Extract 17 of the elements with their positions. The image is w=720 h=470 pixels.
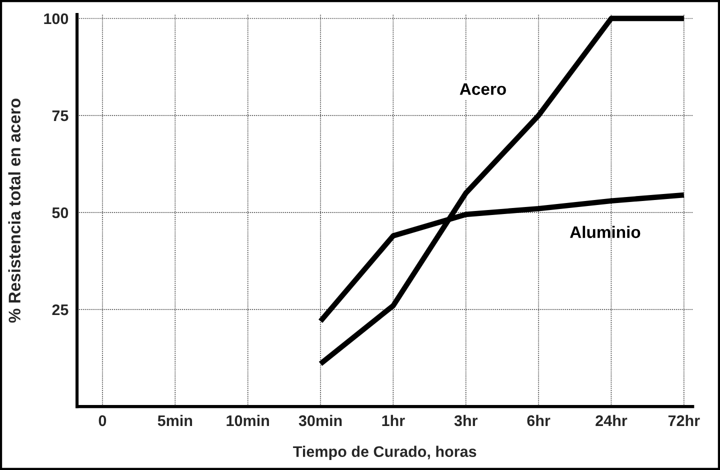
x-tick-label: 5min <box>158 414 192 426</box>
y-tick-label: 75 <box>52 110 68 122</box>
y-axis-title: % Resistencia total en acero <box>8 98 20 323</box>
y-tick-label: 25 <box>52 304 68 316</box>
x-axis-title: Tiempo de Curado, horas <box>293 446 476 460</box>
x-tick-label: 24hr <box>596 414 628 426</box>
x-tick-label: 10min <box>226 414 269 426</box>
x-tick-label: 3hr <box>454 414 478 426</box>
x-tick-label: 30min <box>298 414 342 426</box>
text: Acero <box>460 83 506 95</box>
series-label: Aluminio <box>570 226 640 238</box>
y-tick-label: 50 <box>52 207 68 218</box>
x-tick-label: 1hr <box>382 414 405 426</box>
x-tick-label: 72hr <box>668 414 700 426</box>
x-tick-label: 6hr <box>527 414 550 426</box>
x-tick-label: 0 <box>98 415 106 426</box>
y-tick-label: 100 <box>44 13 68 24</box>
